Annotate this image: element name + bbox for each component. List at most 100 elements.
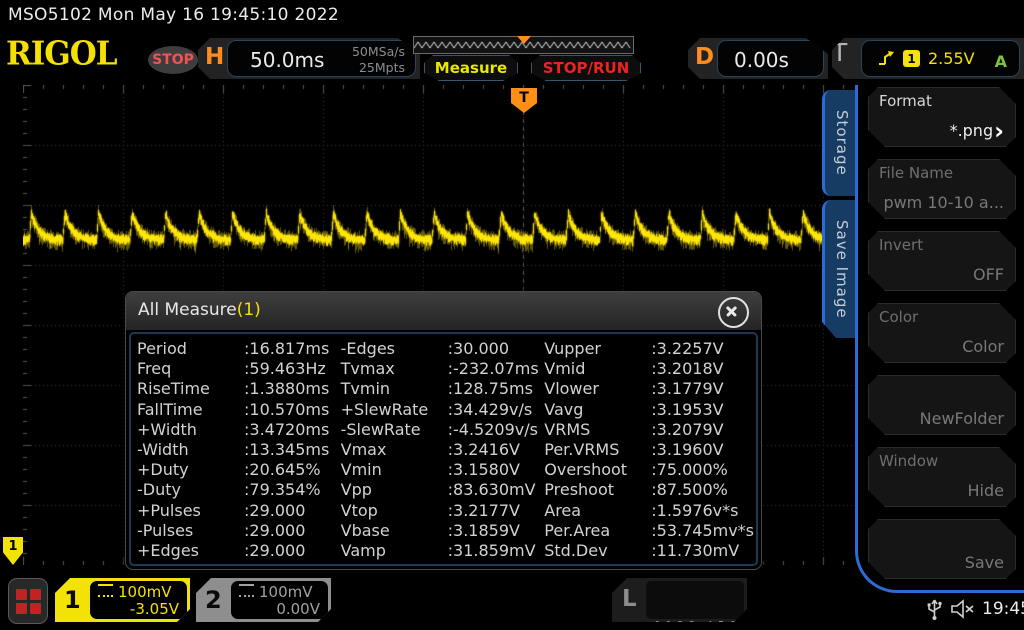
menu-value: *.png — [950, 121, 994, 140]
delay-value: 0.00s — [734, 48, 789, 72]
measure-value: :11.730mV — [651, 541, 754, 561]
oscilloscope-screen: MSO5102 Mon May 16 19:45:10 2022 RIGOL S… — [0, 0, 1024, 630]
logic-channel-list: 0 1 2 3 4 5 6 7 8 9 10 11 12 13 14 15 — [646, 581, 744, 619]
delay-inner: 0.00s — [717, 40, 824, 77]
channel1-offset: -3.05V — [98, 600, 179, 618]
speaker-muted-icon[interactable] — [950, 598, 976, 620]
logic-label: L — [622, 586, 637, 612]
measure-label: Area — [544, 501, 651, 521]
measure-value: :-4.5209v/s — [448, 420, 545, 440]
measure-value: :75.000% — [651, 460, 754, 480]
measure-value: :29.000 — [244, 501, 341, 521]
tab-save-image[interactable]: Save Image — [822, 200, 859, 338]
menu-button-color[interactable]: Color Color — [868, 303, 1016, 363]
menu-button-save[interactable]: Save — [868, 519, 1016, 579]
measure-value: :3.1960V — [651, 440, 754, 460]
usb-icon — [926, 597, 943, 621]
measure-table: Period:16.817ms Freq:59.463Hz RiseTime:1.3… — [129, 332, 758, 566]
measure-label: Vbase — [341, 521, 448, 541]
measure-value: :3.1953V — [651, 400, 754, 420]
measure-column-1: Period:16.817ms Freq:59.463Hz RiseTime:1.3… — [137, 339, 341, 562]
sample-rate: 50MSa/s — [352, 44, 405, 60]
sample-rate-block: 50MSa/s 25Mpts — [352, 44, 405, 75]
menu-label: Invert — [879, 236, 923, 254]
measure-value: :3.2177V — [448, 501, 545, 521]
quick-menu-icon[interactable] — [8, 578, 48, 624]
menu-value: Save — [965, 553, 1004, 572]
memory-depth: 25Mpts — [352, 60, 405, 76]
d-label: D — [695, 44, 714, 70]
menu-value: NewFolder — [920, 409, 1004, 428]
measure-label: +Width — [137, 420, 244, 440]
channel2-offset: 0.00V — [239, 600, 320, 618]
measure-value: :3.4720ms — [244, 420, 341, 440]
measure-label: Overshoot — [544, 460, 651, 480]
measure-label: Vmax — [341, 440, 448, 460]
trigger-box[interactable]: T 1 2.55V A — [832, 38, 1024, 79]
menu-label: Format — [879, 92, 932, 110]
measure-value: :1.3880ms — [244, 379, 341, 399]
close-icon[interactable] — [718, 297, 749, 328]
logic-row-1: 0 1 2 3 4 5 6 7 — [654, 618, 744, 630]
logic-channels-badge[interactable]: L 0 1 2 3 4 5 6 7 8 9 10 11 12 13 14 15 — [612, 578, 747, 622]
measure-label: Freq — [137, 359, 244, 379]
measure-label: -Duty — [137, 480, 244, 500]
menu-label: Window — [879, 452, 938, 470]
measure-value: :16.817ms — [244, 339, 341, 359]
measure-label: Tvmax — [341, 359, 448, 379]
trigger-memory-marker-icon — [517, 36, 531, 44]
measure-label: Vamp — [341, 541, 448, 561]
trigger-level-value: 2.55V — [928, 49, 975, 68]
measure-label: RiseTime — [137, 379, 244, 399]
measure-label: Vlower — [544, 379, 651, 399]
measure-value: :128.75ms — [448, 379, 545, 399]
menu-button-new-folder[interactable]: NewFolder — [868, 375, 1016, 435]
rigol-logo: RIGOL — [6, 35, 117, 73]
measure-label: Vmin — [341, 460, 448, 480]
measure-label: FallTime — [137, 400, 244, 420]
channel1-badge[interactable]: 1 100mV -3.05V — [55, 578, 190, 622]
measure-button[interactable]: Measure — [424, 55, 518, 81]
t-label: T — [832, 38, 847, 67]
channel2-number: 2 — [205, 586, 222, 614]
measure-value: :3.1779V — [651, 379, 754, 399]
dc-coupling-icon — [98, 584, 113, 597]
stop-run-button[interactable]: STOP/RUN — [531, 55, 641, 81]
menu-button-format[interactable]: Format *.png › — [868, 87, 1016, 147]
measure-label: -Edges — [341, 339, 448, 359]
channel1-values: 100mV -3.05V — [90, 581, 187, 619]
measure-label: +Duty — [137, 460, 244, 480]
clock: 19:45 — [982, 599, 1024, 619]
tab-storage[interactable]: Storage — [822, 90, 859, 196]
all-measure-popup: All Measure(1) Period:16.817ms Freq:59.46… — [125, 291, 762, 570]
run-state-badge: STOP — [148, 46, 198, 74]
measure-label: Period — [137, 339, 244, 359]
measure-label: Vtop — [341, 501, 448, 521]
measure-value: :-232.07ms — [448, 359, 545, 379]
measure-value: :87.500% — [651, 480, 754, 500]
menu-button-invert[interactable]: Invert OFF — [868, 231, 1016, 291]
channel2-values: 100mV 0.00V — [231, 581, 328, 619]
delay-box[interactable]: D 0.00s — [688, 38, 828, 79]
channel2-badge[interactable]: 2 100mV 0.00V — [196, 578, 331, 622]
measure-label: VRMS — [544, 420, 651, 440]
side-menu-panel: Format *.png › File Name pwm 10-10 a... I… — [855, 85, 1024, 593]
model-datetime-bar: MSO5102 Mon May 16 19:45:10 2022 — [8, 5, 339, 25]
measure-value: :10.570ms — [244, 400, 341, 420]
measure-label: Vavg — [544, 400, 651, 420]
measure-value: :1.5976v*s — [651, 501, 754, 521]
timebase-value: 50.0ms — [250, 48, 324, 72]
measure-label: Vupper — [544, 339, 651, 359]
measure-label: +SlewRate — [341, 400, 448, 420]
measure-label: -SlewRate — [341, 420, 448, 440]
measure-label: +Edges — [137, 541, 244, 561]
waveform-position-bar[interactable] — [413, 36, 634, 54]
dc-coupling-icon — [239, 584, 254, 597]
menu-button-window[interactable]: Window Hide — [868, 447, 1016, 507]
measure-label: Std.Dev — [544, 541, 651, 561]
rising-edge-trigger-icon — [878, 50, 895, 67]
measure-label: Per.Area — [544, 521, 651, 541]
horizontal-timebase-box[interactable]: H 50.0ms 50MSa/s 25Mpts — [198, 38, 420, 79]
menu-button-file-name[interactable]: File Name pwm 10-10 a... — [868, 159, 1016, 219]
channel1-offset-marker[interactable]: 1 — [3, 537, 23, 565]
